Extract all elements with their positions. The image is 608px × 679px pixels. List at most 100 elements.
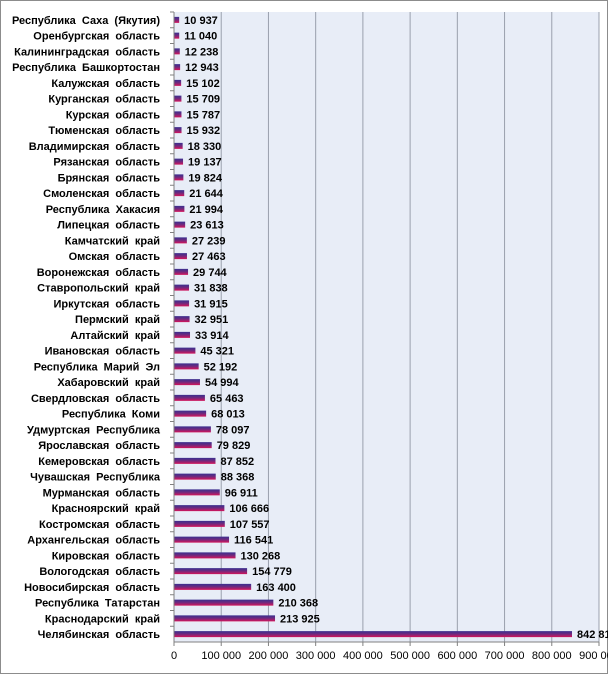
bar-value-label: 15 709 <box>186 94 220 106</box>
bar <box>174 426 211 433</box>
plot-area <box>174 12 599 642</box>
category-label: Липецкая область <box>57 220 160 232</box>
bar <box>174 237 187 244</box>
category-label: Камчатский край <box>65 235 160 247</box>
bar <box>174 158 184 165</box>
category-label: Омская область <box>69 251 161 263</box>
category-label: Республика Татарстан <box>35 598 160 610</box>
category-label: Оренбургская область <box>33 31 160 43</box>
bar <box>174 32 180 39</box>
x-tick-label: 400 000 <box>343 650 383 662</box>
bar-value-label: 12 238 <box>185 46 219 58</box>
bar-value-label: 52 192 <box>204 361 238 373</box>
category-label: Челябинская область <box>38 629 161 641</box>
bar-value-label: 842 812 <box>577 629 608 641</box>
bar <box>174 505 225 512</box>
bar-value-label: 27 239 <box>192 235 226 247</box>
bar <box>174 379 200 386</box>
bar-value-label: 88 368 <box>221 472 255 484</box>
bar-value-label: 27 463 <box>192 251 226 263</box>
bar-value-label: 10 937 <box>184 15 218 27</box>
bar <box>174 347 196 354</box>
x-tick-label: 500 000 <box>390 650 430 662</box>
bar-value-label: 29 744 <box>193 267 228 279</box>
bar <box>174 95 182 102</box>
bar <box>174 410 207 417</box>
category-label: Краснодарский край <box>45 613 160 625</box>
x-tick-label: 300 000 <box>296 650 336 662</box>
category-label: Республика Саха (Якутия) <box>12 15 160 27</box>
category-label: Вологодская область <box>39 566 160 578</box>
bar <box>174 489 220 496</box>
category-label: Ярославская область <box>38 440 160 452</box>
category-label: Смоленская область <box>43 188 160 200</box>
category-label: Калужская область <box>51 78 160 90</box>
bar <box>174 631 572 638</box>
bar <box>174 16 180 23</box>
category-label: Чувашская Республика <box>30 472 161 484</box>
category-label: Новосибирская область <box>24 582 160 594</box>
bar-value-label: 18 330 <box>188 141 222 153</box>
category-label: Кемеровская область <box>38 456 160 468</box>
bar-value-label: 106 666 <box>229 503 269 515</box>
category-label: Воронежская область <box>37 267 160 279</box>
bar <box>174 316 190 323</box>
bar-value-label: 23 613 <box>190 220 224 232</box>
bar <box>174 552 236 559</box>
x-tick-labels: 0 100 000 200 000 300 000 400 000 500 000 600 … <box>171 650 608 662</box>
bar-value-label: 45 321 <box>200 346 234 358</box>
bar <box>174 331 191 338</box>
bar-value-label: 31 838 <box>194 283 228 295</box>
category-label: Ставропольский край <box>37 283 160 295</box>
bar-value-label: 154 779 <box>252 566 292 578</box>
category-label: Мурманская область <box>43 487 161 499</box>
grid-lines <box>170 11 600 646</box>
bar <box>174 615 276 622</box>
bar-value-label: 32 951 <box>195 314 229 326</box>
category-label: Иркутская область <box>53 298 160 310</box>
bar <box>174 473 216 480</box>
bar-value-label: 19 137 <box>188 157 222 169</box>
bar <box>174 142 183 149</box>
category-label: Республика Марий Эл <box>34 361 160 373</box>
bar-value-label: 19 824 <box>188 172 223 184</box>
bar-value-label: 12 943 <box>185 62 219 74</box>
bar <box>174 284 190 291</box>
bar-value-label: 33 914 <box>195 330 230 342</box>
bar <box>174 174 184 181</box>
category-label: Пермский край <box>75 314 160 326</box>
bar <box>174 48 180 55</box>
bar-value-label: 213 925 <box>280 613 320 625</box>
category-label: Калининградская область <box>14 46 160 58</box>
bar <box>174 190 185 197</box>
bar-value-label: 15 932 <box>187 125 221 137</box>
category-label: Архангельская область <box>27 535 160 547</box>
bar <box>174 300 190 307</box>
bar <box>174 221 186 228</box>
bar-value-label: 87 852 <box>220 456 254 468</box>
x-tick-label: 900 000 <box>579 650 608 662</box>
bar-value-label: 79 829 <box>217 440 251 452</box>
bar <box>174 536 230 543</box>
category-label: Тюменская область <box>48 125 160 137</box>
bar <box>174 568 248 575</box>
bar-value-label: 68 013 <box>211 409 245 421</box>
category-label: Алтайский край <box>70 330 160 342</box>
bar-value-label: 163 400 <box>256 582 296 594</box>
x-tick-label: 800 000 <box>532 650 572 662</box>
x-tick-label: 0 <box>171 650 177 662</box>
bar-value-label: 210 368 <box>278 598 318 610</box>
bar-value-label: 11 040 <box>184 31 217 43</box>
category-labels: Республика Саха (Якутия) Оренбургская обл… <box>12 15 161 641</box>
bar <box>174 599 274 606</box>
bar-value-label: 107 557 <box>230 519 270 531</box>
x-tick-label: 200 000 <box>249 650 289 662</box>
category-label: Кировская область <box>52 550 161 562</box>
bar <box>174 583 252 590</box>
category-label: Республика Хакасия <box>46 204 160 216</box>
category-label: Хабаровский край <box>57 377 160 389</box>
category-label: Удмуртская Республика <box>27 424 161 436</box>
bar-value-label: 96 911 <box>225 487 258 499</box>
category-label: Владимирская область <box>29 141 161 153</box>
